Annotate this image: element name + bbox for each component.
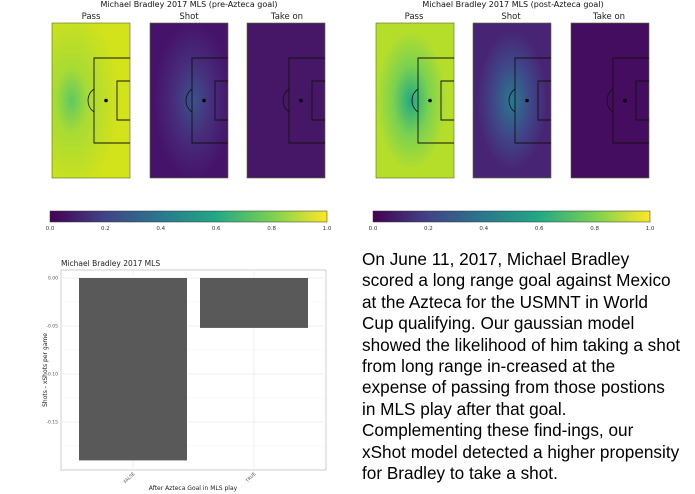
pitch-panel-shot [149, 22, 229, 179]
penalty-box [612, 57, 649, 144]
panel-title: Pass [404, 12, 424, 22]
pitch-heatmaps [51, 22, 650, 179]
penalty-arc [87, 88, 95, 113]
panel-title: Take on [270, 12, 304, 22]
panel-title: Pass [81, 12, 101, 22]
colorbars [49, 210, 651, 223]
colorbar-post [372, 210, 651, 223]
colorbar-tick-label: 1.0 [322, 226, 332, 232]
six-yard-box [440, 80, 454, 121]
colorbar-tick-label: 0.6 [211, 226, 221, 232]
penalty-box [93, 57, 130, 144]
y-tick-label: 0.00 [48, 276, 58, 282]
colorbar-tick-label: 0.8 [590, 226, 599, 232]
heatmap-title: Michael Bradley 2017 MLS (pre-Azteca goa… [100, 0, 278, 9]
penalty-spot [299, 98, 303, 103]
colorbar-pre [49, 210, 328, 223]
colorbar-tick-label: 0.4 [156, 226, 166, 232]
penalty-box [288, 57, 325, 144]
colorbar-tick-label: 0.0 [368, 226, 378, 232]
penalty-spot [525, 98, 529, 103]
bar-chart: Michael Bradley 2017 MLS 0.00 -0.05 -0.10 -… [42, 259, 327, 492]
penalty-box [417, 57, 454, 144]
colorbar-tick-label: 0.6 [534, 226, 544, 232]
y-axis-label: Shots - xShots per game [42, 333, 49, 407]
chart-title: Michael Bradley 2017 MLS [61, 259, 160, 268]
penalty-box [514, 57, 551, 144]
colorbar-tick-label: 0.8 [267, 226, 276, 232]
pitch-panel-take-on [570, 22, 650, 179]
pitch-panel-pass [375, 22, 455, 179]
penalty-spot [428, 98, 432, 103]
x-tick-label: FALSE [123, 471, 137, 485]
bar-true [200, 278, 308, 328]
y-tick-label: -0.10 [46, 372, 58, 378]
penalty-arc [185, 88, 193, 113]
x-axis-label: After Azteca Goal in MLS play [149, 485, 238, 492]
panel-title: Take on [592, 12, 626, 22]
colorbar-tick-label: 0.2 [101, 226, 110, 232]
heatmap-title: Michael Bradley 2017 MLS (post-Azteca go… [422, 0, 604, 9]
penalty-arc [606, 88, 614, 113]
penalty-arc [508, 88, 516, 113]
y-tick-label: -0.15 [46, 420, 58, 426]
pitch-panel-shot [472, 22, 552, 179]
colorbar-tick-label: 0.4 [479, 226, 489, 232]
colorbar-tick-label: 0.2 [424, 226, 433, 232]
colorbar-tick-label: 1.0 [645, 226, 655, 232]
six-yard-box [635, 80, 649, 121]
penalty-arc [282, 88, 290, 113]
penalty-spot [623, 98, 627, 103]
bar-false [79, 278, 187, 461]
description-paragraph: On June 11, 2017, Michael Bradley scored… [362, 249, 681, 484]
penalty-spot [104, 98, 108, 103]
penalty-box [191, 57, 228, 144]
six-yard-box [537, 80, 551, 121]
panel-title: Shot [179, 12, 199, 22]
colorbar-tick-label: 0.0 [45, 226, 55, 232]
penalty-spot [202, 98, 206, 103]
pitch-panel-pass [51, 22, 131, 179]
pitch-panel-take-on [246, 22, 326, 179]
six-yard-box [311, 80, 325, 121]
panel-title: Shot [501, 12, 521, 22]
six-yard-box [116, 80, 130, 121]
six-yard-box [214, 80, 228, 121]
x-tick-label: TRUE [244, 471, 258, 485]
penalty-arc [411, 88, 419, 113]
y-tick-label: -0.05 [46, 324, 58, 330]
